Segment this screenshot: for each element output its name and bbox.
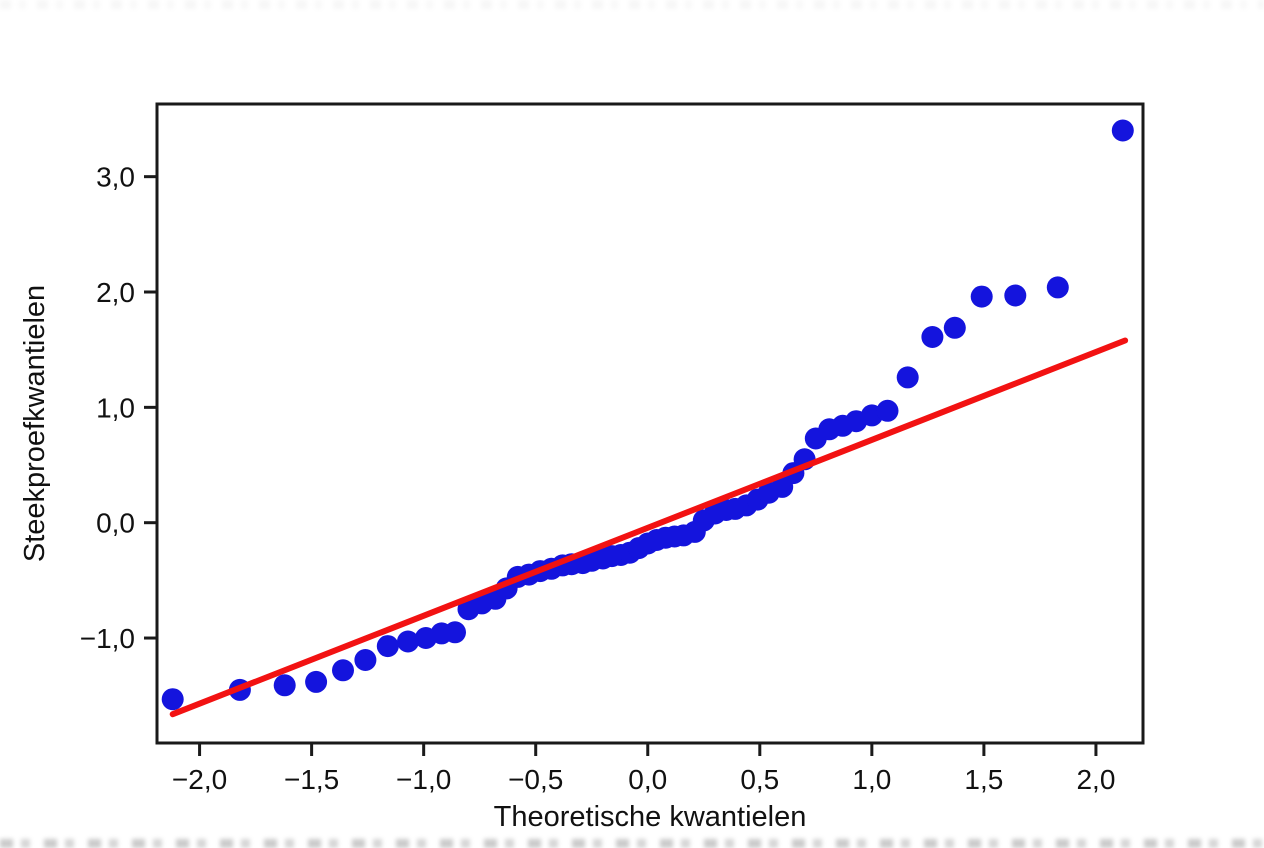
x-tick-label: −1,0 [396, 764, 451, 795]
data-point [1111, 119, 1134, 142]
data-point [161, 688, 184, 711]
data-point [970, 285, 993, 308]
data-point [273, 674, 296, 697]
data-point [376, 635, 399, 658]
y-axis-label: Steekproefkwantielen [19, 285, 51, 562]
data-point [444, 621, 466, 644]
y-tick-label: 3,0 [96, 162, 135, 193]
data-point [397, 630, 419, 653]
data-point [943, 316, 966, 339]
x-tick-label: 0,5 [740, 764, 779, 795]
data-point [332, 659, 354, 682]
x-axis-label: Theoretische kwantielen [494, 801, 807, 833]
x-axis-ticks: −2,0 −1,5 −1,0 −0,5 0,0 0,5 1,0 1,5 2,0 [172, 743, 1115, 795]
y-tick-label: 2,0 [96, 277, 135, 308]
x-tick-label: 1,0 [852, 764, 891, 795]
data-point [1046, 276, 1069, 299]
x-tick-label: 0,0 [628, 764, 667, 795]
x-tick-label: −1,5 [284, 764, 339, 795]
data-point [305, 670, 328, 693]
x-tick-label: −0,5 [508, 764, 563, 795]
y-tick-label: 0,0 [96, 508, 135, 539]
data-point [1004, 284, 1027, 307]
y-tick-label: 1,0 [96, 392, 135, 423]
reference-line [169, 337, 1129, 718]
data-point [876, 399, 899, 422]
y-tick-label: −1,0 [80, 623, 135, 654]
scatter-points-group [161, 119, 1134, 711]
data-point [896, 366, 919, 389]
x-tick-label: 2,0 [1076, 764, 1115, 795]
data-point [354, 649, 377, 671]
x-tick-label: −2,0 [172, 764, 227, 795]
x-tick-label: 1,5 [964, 764, 1003, 795]
plot-frame [155, 102, 1145, 745]
y-axis-ticks: −1,0 0,0 1,0 2,0 3,0 [80, 162, 157, 654]
data-point [921, 326, 944, 348]
